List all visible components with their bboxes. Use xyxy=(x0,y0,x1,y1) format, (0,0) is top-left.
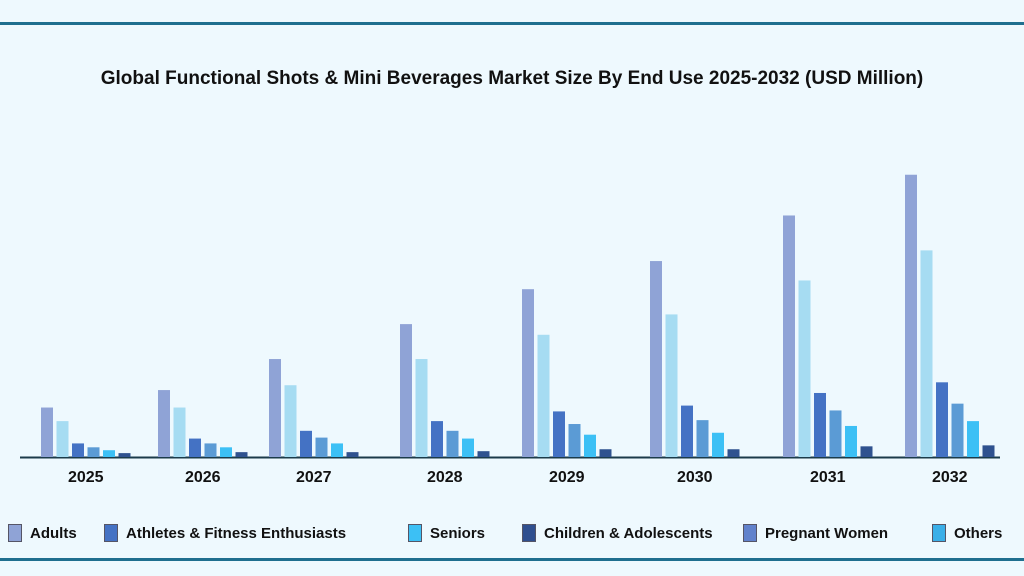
bar-2028-0 xyxy=(400,324,412,457)
x-tick-label: 2027 xyxy=(296,469,332,486)
bar-2027-4 xyxy=(331,443,343,457)
bar-2028-3 xyxy=(446,430,459,457)
legend-item: Seniors xyxy=(408,524,485,542)
x-tick-label: 2029 xyxy=(549,469,585,486)
bar-2030-0 xyxy=(650,261,662,457)
legend-item: Children & Adolescents xyxy=(522,524,713,542)
x-tick-label: 2028 xyxy=(427,469,463,486)
x-tick-label: 2025 xyxy=(68,469,104,486)
legend-label: Others xyxy=(954,524,1003,542)
legend-label: Pregnant Women xyxy=(765,524,889,542)
bar-2025-3 xyxy=(87,447,100,457)
bar-2027-5 xyxy=(346,452,359,457)
bar-2032-1 xyxy=(920,250,933,457)
bottom-border xyxy=(0,558,1024,561)
legend-label: Athletes & Fitness Enthusiasts xyxy=(126,524,347,542)
legend-item: Adults xyxy=(8,524,77,542)
bar-2027-2 xyxy=(300,430,312,457)
bar-2031-0 xyxy=(783,215,795,457)
bar-2026-5 xyxy=(235,452,248,457)
bar-2032-2 xyxy=(936,382,948,457)
x-tick-label: 2032 xyxy=(932,469,968,486)
bar-2029-4 xyxy=(584,434,596,457)
legend-label: Adults xyxy=(30,524,77,542)
bar-2027-1 xyxy=(284,385,297,457)
bar-2026-4 xyxy=(220,447,232,457)
bar-2029-0 xyxy=(522,289,534,457)
bar-2031-3 xyxy=(829,410,842,457)
bar-2025-2 xyxy=(72,443,84,457)
x-tick-label: 2031 xyxy=(810,469,846,486)
legend-label: Seniors xyxy=(430,524,486,542)
bar-2030-2 xyxy=(681,405,693,457)
bar-2026-0 xyxy=(158,390,170,457)
bar-2030-1 xyxy=(665,314,678,457)
bar-2029-1 xyxy=(537,334,550,457)
legend-swatch xyxy=(743,524,757,542)
bar-2026-1 xyxy=(173,407,186,457)
legend-swatch xyxy=(932,524,946,542)
bar-2030-5 xyxy=(727,449,740,457)
legend-label: Children & Adolescents xyxy=(544,524,713,542)
legend-swatch xyxy=(8,524,22,542)
bar-2026-3 xyxy=(204,443,217,457)
legend-item: Athletes & Fitness Enthusiasts xyxy=(104,524,346,542)
bar-2029-5 xyxy=(599,449,612,457)
legend-swatch xyxy=(522,524,536,542)
bar-2025-0 xyxy=(41,407,53,457)
legend-item: Pregnant Women xyxy=(743,524,888,542)
bar-2027-3 xyxy=(315,437,328,457)
bar-2032-3 xyxy=(951,403,964,457)
bar-2028-4 xyxy=(462,438,474,457)
legend-swatch xyxy=(408,524,422,542)
legend-swatch xyxy=(104,524,118,542)
bar-2031-1 xyxy=(798,280,811,457)
bar-2025-1 xyxy=(56,421,69,457)
bar-2031-5 xyxy=(860,446,873,457)
bar-2032-4 xyxy=(967,421,979,457)
legend-item: Others xyxy=(932,524,1002,542)
bar-2030-3 xyxy=(696,420,709,457)
top-border xyxy=(0,22,1024,25)
bar-2031-4 xyxy=(845,425,857,457)
bar-2031-2 xyxy=(814,392,826,457)
bar-2026-2 xyxy=(189,438,201,457)
bar-2028-1 xyxy=(415,359,428,457)
bar-2027-0 xyxy=(269,359,281,457)
bar-2030-4 xyxy=(712,432,724,457)
x-tick-label: 2026 xyxy=(185,469,221,486)
bar-2032-0 xyxy=(905,174,917,458)
bar-2028-2 xyxy=(431,421,443,457)
bar-2029-3 xyxy=(568,424,581,457)
bar-2025-5 xyxy=(118,453,131,457)
bar-2029-2 xyxy=(553,411,565,457)
chart-title: Global Functional Shots & Mini Beverages… xyxy=(100,68,924,89)
bar-2025-4 xyxy=(103,450,115,457)
bar-2028-5 xyxy=(477,451,490,457)
bar-2032-5 xyxy=(982,445,995,457)
legend: Adults Athletes & Fitness Enthusiasts Seni… xyxy=(0,524,1024,546)
x-tick-label: 2030 xyxy=(677,469,713,486)
